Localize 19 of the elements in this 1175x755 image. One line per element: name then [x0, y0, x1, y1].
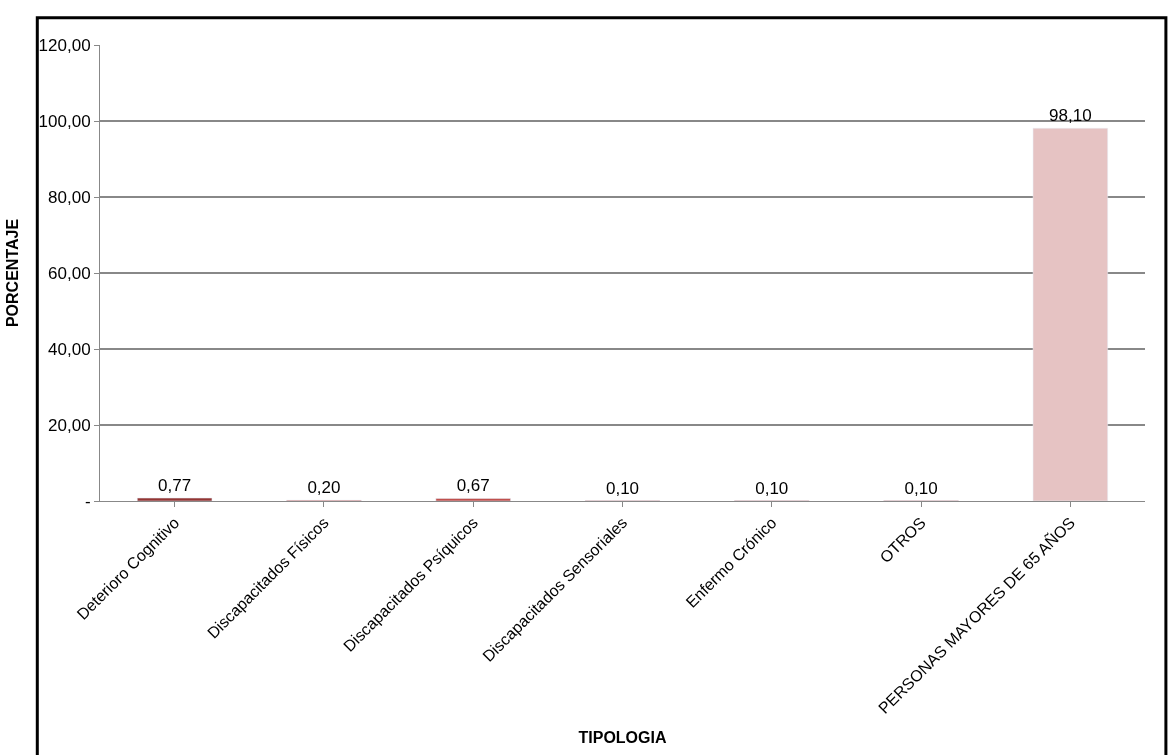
y-tick-label: 120,00	[38, 35, 91, 55]
bar	[435, 498, 511, 501]
y-axis-title: PORCENTAJE	[4, 218, 22, 328]
data-label: 0,10	[755, 478, 789, 498]
data-label: 0,10	[605, 478, 640, 498]
bar	[137, 497, 213, 501]
y-tick-label: 20,00	[48, 415, 91, 435]
y-tick-label: 60,00	[48, 263, 91, 283]
data-label: 0,67	[456, 476, 490, 496]
x-axis-title: TIPOLOGIA	[578, 728, 667, 746]
data-label: 0,10	[904, 478, 938, 498]
y-tick-label: 100,00	[38, 111, 91, 131]
data-label: 0,77	[158, 476, 192, 496]
data-label: 98,10	[1049, 106, 1092, 126]
y-tick-label: 40,00	[48, 339, 91, 359]
data-label: 0,20	[307, 478, 341, 498]
y-tick-label: 80,00	[48, 187, 91, 207]
bar	[1032, 127, 1108, 501]
y-tick-label: -	[84, 491, 91, 511]
